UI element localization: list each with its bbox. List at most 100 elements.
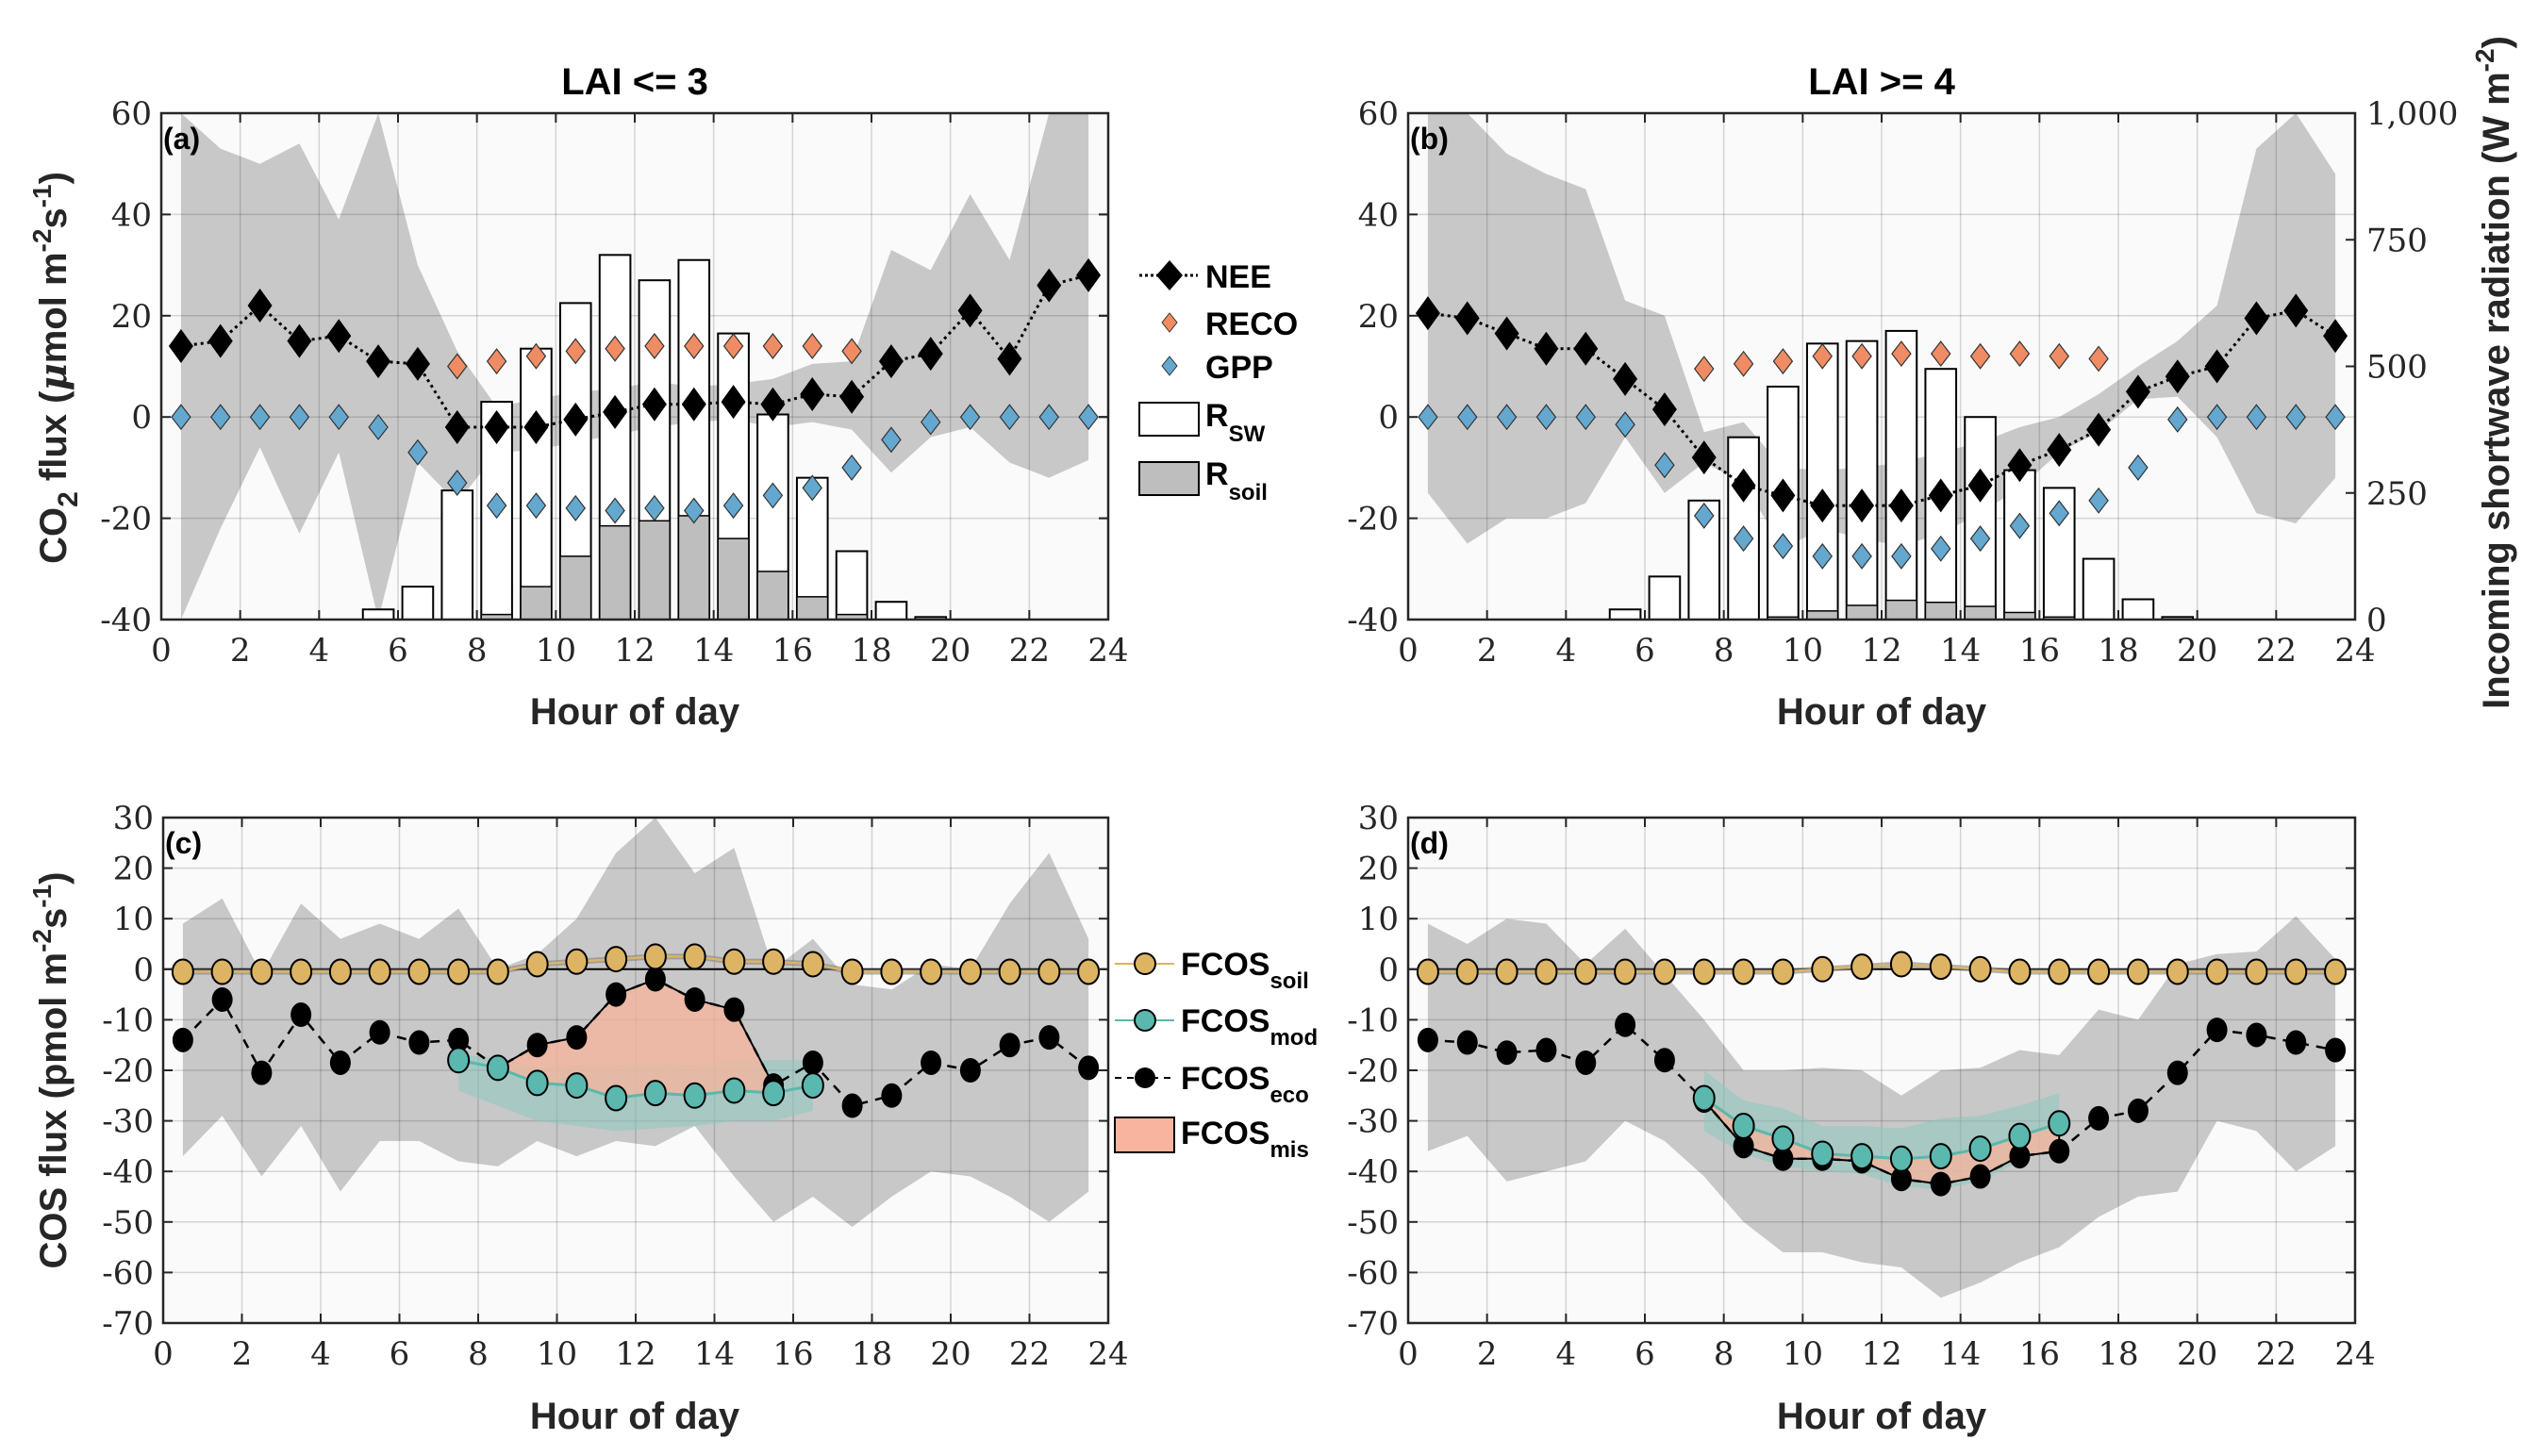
gpp-point [1418, 404, 1438, 431]
y-tick-label: -20 [100, 501, 152, 538]
panel-label: (a) [163, 122, 200, 156]
rsw-bar [1845, 339, 1879, 620]
reco-point [802, 333, 823, 360]
nee-point [1770, 478, 1796, 513]
y-tick-label: 10 [1358, 901, 1399, 938]
fcos-mod-point [1889, 1145, 1913, 1172]
svg-text:FCOSsoil: FCOSsoil [1181, 947, 1309, 994]
nee-point [1888, 488, 1914, 523]
nee-diamond-icon [1156, 260, 1183, 290]
fcos-soil-point [565, 948, 589, 975]
rsw-bar [2003, 469, 2036, 620]
gpp-point [446, 470, 468, 496]
gpp-point [1535, 404, 1557, 431]
nee-point [1037, 268, 1062, 303]
gpp-point [209, 404, 231, 431]
fcos-soil-point [2205, 958, 2229, 985]
rsw-bar [1608, 608, 1642, 621]
right-tick-label: 0 [2366, 602, 2387, 639]
fcos-soil-point [1811, 955, 1834, 983]
fcos-eco-point [1575, 1050, 1597, 1075]
fcos-eco-point [172, 1027, 193, 1052]
y-tick-label: -20 [1347, 501, 1399, 538]
x-tick-label: 2 [232, 1335, 253, 1373]
x-tick-label: 2 [1477, 632, 1498, 670]
fcos-eco-point [606, 982, 627, 1007]
legend-item-fcos-mis: FCOSmis [1114, 1116, 1309, 1163]
nee-point [405, 346, 430, 381]
fcos-eco-point [1615, 1012, 1636, 1037]
legend-item-rsoil: Rsoil [1138, 456, 1268, 505]
y-tick-label: -10 [1347, 1001, 1399, 1039]
y-tick-label: -30 [102, 1103, 154, 1141]
y-tick-label: -60 [1347, 1254, 1399, 1292]
gpp-point [1615, 411, 1635, 438]
x-tick-label: 14 [1940, 1335, 1981, 1373]
fcos-eco-point [1456, 1030, 1478, 1055]
rsoil-bar [717, 538, 750, 620]
fcos-soil-marker-icon [1134, 952, 1156, 975]
gpp-point [486, 492, 507, 520]
fcos-soil-point [1416, 958, 1439, 985]
fcos-soil-point [1077, 958, 1101, 985]
reco-point [1969, 342, 1991, 370]
fcos-soil-point [605, 946, 628, 973]
fcos-mod-point [801, 1072, 824, 1100]
fcos-soil-point [958, 958, 982, 985]
x-tick-label: 16 [2019, 632, 2060, 670]
fcos-soil-point [1929, 953, 1952, 981]
nee-point [207, 323, 233, 358]
y-tick-label: 40 [1358, 196, 1399, 234]
nee-point [721, 385, 746, 420]
nee-point [1731, 468, 1756, 503]
rsw-bar [795, 476, 829, 621]
xlabel-c: Hour of day [530, 1396, 740, 1437]
fcos-eco-point [369, 1019, 390, 1045]
gpp-point [2206, 404, 2228, 431]
rsoil-bar [1884, 599, 1917, 620]
gpp-point [1654, 452, 1675, 479]
fcos-soil-point [1889, 951, 1913, 978]
svg-text:Rsoil: Rsoil [1205, 456, 1268, 505]
nee-point [918, 337, 943, 372]
y-tick-label: 0 [133, 951, 154, 989]
reco-point [2049, 342, 2070, 370]
ylabel-cos: COS flux (pmol m-2s-1) [27, 872, 75, 1269]
fcos-soil-point [486, 958, 509, 985]
reco-point [1891, 340, 1912, 368]
fcos-soil-point [2008, 958, 2032, 985]
gpp-point [1575, 404, 1597, 431]
gpp-point [289, 404, 310, 431]
fcos-soil-point [1535, 958, 1558, 985]
panel-label: (d) [1410, 826, 1449, 860]
fcos-mis-swatch-icon [1114, 1117, 1175, 1153]
fcos-soil-point [2284, 958, 2308, 985]
y-tick-label: 0 [1378, 399, 1399, 437]
nee-point [760, 387, 786, 422]
fcos-eco-point [959, 1058, 981, 1083]
panel-label: (b) [1410, 122, 1449, 156]
fcos-soil-point [1614, 958, 1637, 985]
fcos-soil-point [1495, 958, 1518, 985]
fcos-mod-point [643, 1080, 667, 1107]
x-tick-label: 24 [2334, 1335, 2375, 1373]
nee-point [1850, 488, 1875, 523]
gpp-point [171, 404, 191, 431]
fcos-soil-point [762, 948, 786, 975]
gpp-point [881, 426, 902, 454]
y-tick-label: -50 [1347, 1204, 1399, 1242]
gpp-point [683, 497, 705, 524]
x-tick-label: 2 [1477, 1335, 1498, 1373]
gpp-point [2128, 454, 2149, 481]
title-a: LAI <= 3 [561, 61, 708, 103]
fcos-soil-point [2245, 958, 2268, 985]
fcos-eco-point [644, 967, 666, 992]
nee-point [484, 409, 509, 444]
fcos-eco-point [1930, 1171, 1951, 1197]
nee-point [681, 387, 706, 422]
fcos-mod-point [605, 1084, 628, 1112]
x-tick-label: 14 [1940, 632, 1981, 670]
rsw-bar [2082, 557, 2116, 620]
fcos-mod-line [457, 1058, 814, 1100]
